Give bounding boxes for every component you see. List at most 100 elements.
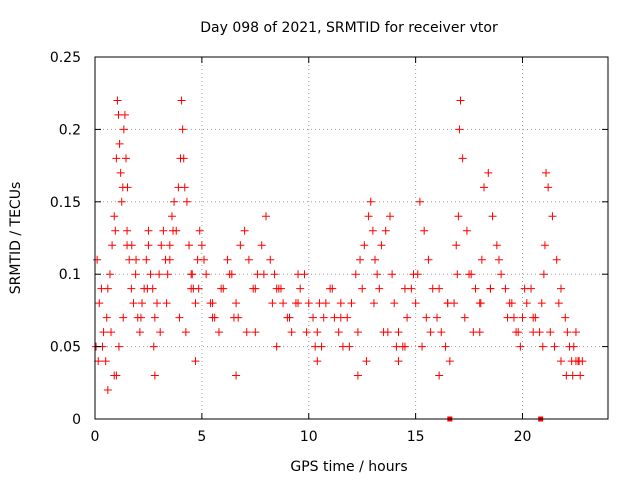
data-point xyxy=(569,342,578,351)
data-point xyxy=(507,299,516,308)
y-tick-label: 0.15 xyxy=(50,195,81,211)
grid-lines xyxy=(95,57,608,419)
data-point xyxy=(262,212,270,221)
data-point xyxy=(94,357,103,366)
data-point xyxy=(146,270,155,279)
x-tick-label: 20 xyxy=(514,429,532,445)
data-point xyxy=(497,270,506,279)
data-point xyxy=(232,371,241,380)
data-point xyxy=(117,197,126,206)
data-point xyxy=(127,284,136,293)
data-point xyxy=(266,255,275,264)
data-point xyxy=(143,284,152,293)
data-point xyxy=(138,299,147,308)
data-point xyxy=(163,270,172,279)
data-point xyxy=(556,357,565,366)
data-point xyxy=(411,299,420,308)
data-point xyxy=(379,328,388,337)
data-point xyxy=(169,226,178,235)
data-point xyxy=(225,270,234,279)
data-point xyxy=(200,255,209,264)
data-point xyxy=(360,241,369,250)
data-point xyxy=(257,241,266,250)
data-point xyxy=(214,328,223,337)
data-point xyxy=(542,168,551,177)
data-point xyxy=(157,241,166,250)
y-tick-label: 0.05 xyxy=(50,340,81,356)
x-tick-label: 5 xyxy=(197,429,206,445)
data-point xyxy=(180,183,189,192)
data-point xyxy=(400,284,409,293)
data-point xyxy=(103,284,112,293)
data-point xyxy=(366,197,375,206)
data-point xyxy=(170,197,179,206)
data-point xyxy=(110,371,119,380)
data-point xyxy=(208,299,217,308)
data-point xyxy=(150,313,159,322)
data-point xyxy=(522,299,531,308)
data-point xyxy=(476,299,485,308)
data-point xyxy=(178,125,187,134)
data-point xyxy=(165,241,174,250)
data-point xyxy=(132,255,141,264)
data-point xyxy=(302,328,311,337)
data-point xyxy=(385,212,394,221)
data-point xyxy=(259,270,268,279)
data-point xyxy=(159,226,168,235)
data-point xyxy=(568,371,577,380)
data-point xyxy=(539,270,548,279)
data-point xyxy=(375,284,384,293)
data-point xyxy=(208,313,217,322)
data-point xyxy=(103,386,112,395)
data-point xyxy=(99,328,108,337)
data-point xyxy=(371,255,380,264)
data-point xyxy=(187,284,196,293)
data-point xyxy=(313,357,322,366)
data-point xyxy=(123,241,132,250)
data-point xyxy=(336,299,345,308)
data-point xyxy=(441,342,450,351)
data-point xyxy=(520,284,529,293)
data-point xyxy=(356,255,365,264)
data-point xyxy=(296,284,305,293)
data-point xyxy=(197,241,206,250)
data-point xyxy=(111,226,120,235)
data-point xyxy=(123,226,132,235)
data-point xyxy=(420,226,429,235)
data-point xyxy=(345,342,354,351)
data-point xyxy=(377,241,386,250)
data-point xyxy=(484,168,493,177)
y-tick-label: 0.25 xyxy=(50,50,81,66)
data-point xyxy=(121,154,130,163)
data-point xyxy=(336,313,345,322)
data-point xyxy=(552,255,561,264)
data-point xyxy=(400,342,409,351)
data-point xyxy=(554,299,563,308)
data-point xyxy=(458,154,467,163)
data-point xyxy=(181,328,190,337)
data-point xyxy=(480,183,489,192)
data-point xyxy=(452,241,461,250)
data-point xyxy=(155,270,164,279)
data-point xyxy=(571,357,580,366)
y-tick-label: 0.1 xyxy=(59,267,81,283)
data-point xyxy=(202,270,211,279)
data-point xyxy=(93,255,102,264)
data-point xyxy=(285,313,294,322)
data-point xyxy=(390,299,399,308)
data-point xyxy=(465,270,474,279)
data-point xyxy=(131,270,140,279)
data-point xyxy=(392,342,401,351)
data-point xyxy=(142,255,151,264)
data-point xyxy=(437,328,446,337)
data-point xyxy=(135,328,144,337)
data-point xyxy=(114,342,123,351)
data-point xyxy=(418,342,427,351)
data-point xyxy=(251,328,260,337)
data-point xyxy=(304,299,313,308)
data-point xyxy=(125,255,134,264)
data-point xyxy=(443,299,452,308)
data-point xyxy=(373,270,382,279)
data-point xyxy=(353,328,362,337)
data-point xyxy=(156,328,165,337)
